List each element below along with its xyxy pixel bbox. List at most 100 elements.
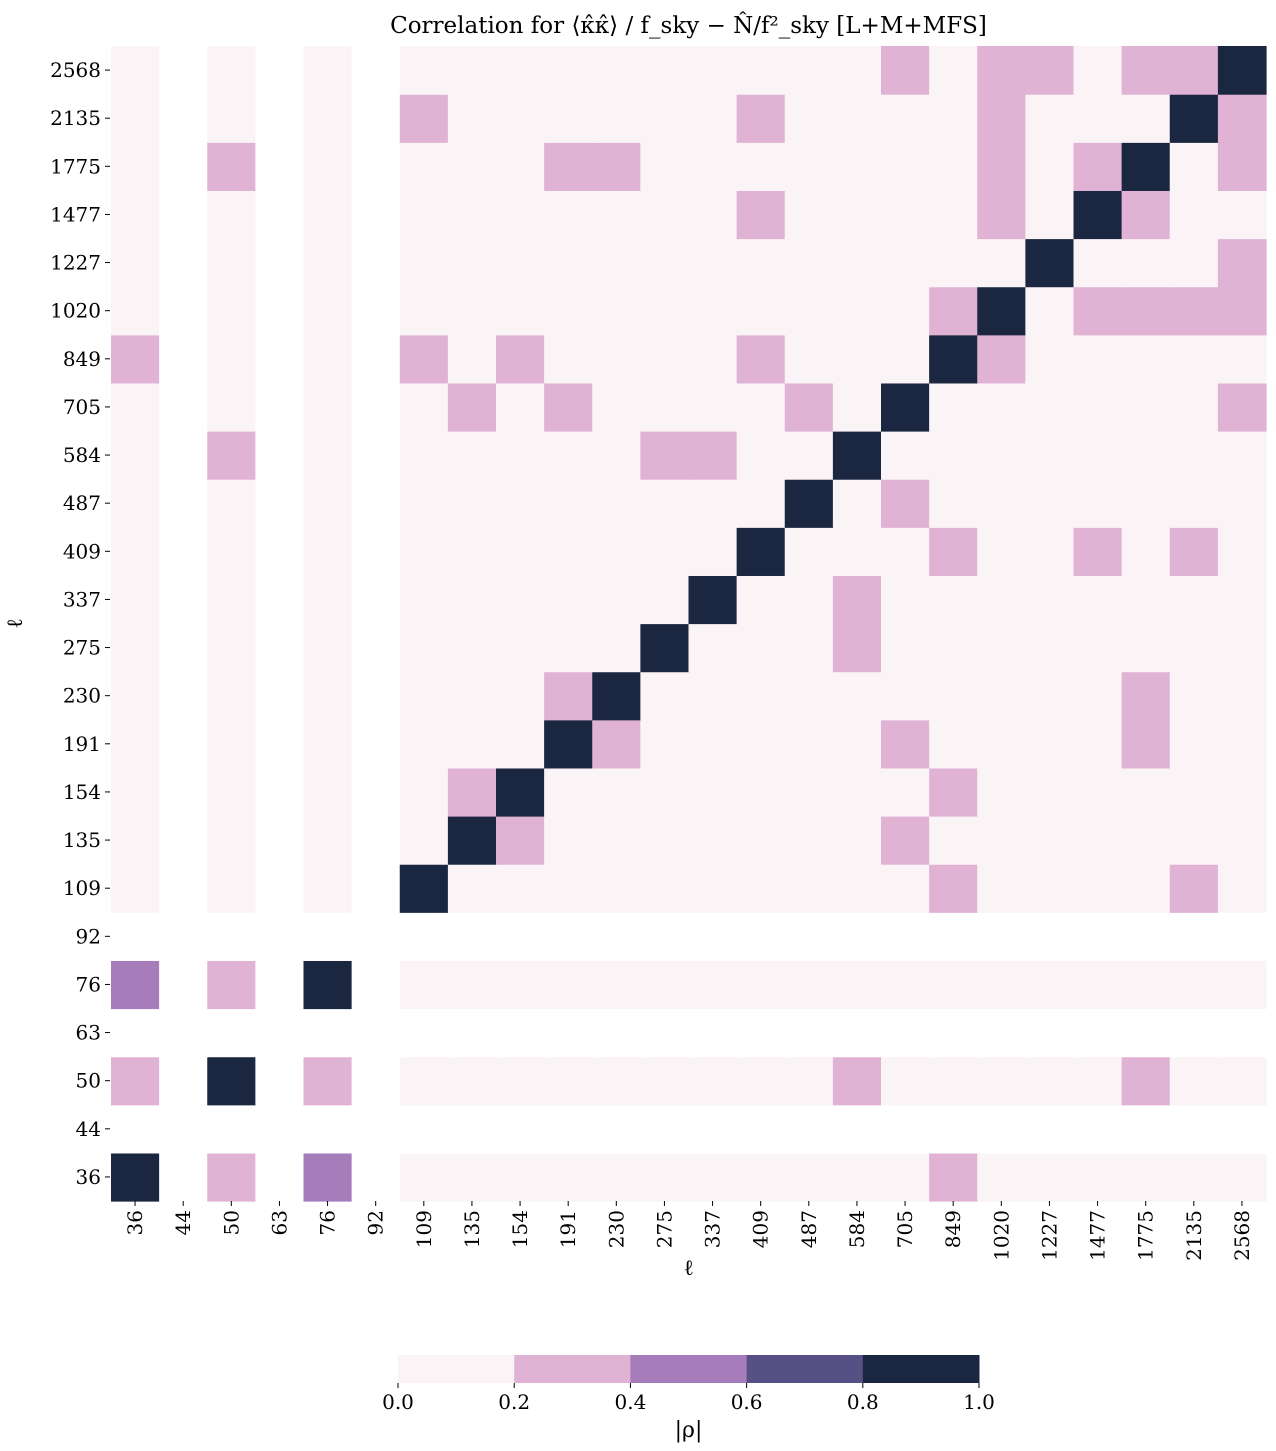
heatmap-cell bbox=[111, 286, 160, 336]
heatmap-cell bbox=[207, 816, 256, 865]
heatmap-cell bbox=[640, 94, 690, 143]
heatmap-cell bbox=[881, 1008, 930, 1058]
heatmap-cell bbox=[1025, 94, 1075, 143]
heatmap-cell bbox=[303, 864, 353, 913]
heatmap-cell bbox=[255, 46, 305, 95]
heatmap-cell bbox=[592, 1104, 641, 1154]
heatmap-cell bbox=[544, 238, 593, 288]
heatmap-cell bbox=[351, 382, 401, 432]
heatmap-cell bbox=[159, 575, 208, 625]
heatmap-cell bbox=[784, 142, 834, 191]
heatmap-cell bbox=[688, 912, 738, 961]
heatmap-cell bbox=[1217, 1152, 1267, 1202]
heatmap-cell bbox=[832, 142, 882, 191]
heatmap-cell bbox=[1025, 286, 1075, 336]
heatmap-cell bbox=[351, 623, 401, 673]
heatmap-cell bbox=[255, 142, 305, 191]
heatmap-cell bbox=[544, 960, 593, 1010]
heatmap-cell bbox=[399, 671, 449, 721]
heatmap-cell bbox=[1073, 334, 1123, 384]
colorbar-tick-label: 0.0 bbox=[382, 1390, 414, 1414]
heatmap-cell bbox=[881, 960, 930, 1010]
heatmap-cell bbox=[881, 864, 930, 913]
heatmap-cell bbox=[399, 623, 449, 673]
heatmap-cell bbox=[977, 623, 1026, 673]
heatmap-cell bbox=[1073, 46, 1123, 95]
heatmap-cell bbox=[399, 1008, 449, 1058]
heatmap-cell bbox=[640, 816, 690, 865]
heatmap-cell bbox=[159, 142, 208, 191]
heatmap-cell bbox=[496, 719, 545, 769]
heatmap-cell bbox=[784, 286, 834, 336]
heatmap-cell bbox=[1121, 816, 1171, 865]
heatmap-cell bbox=[784, 46, 834, 95]
heatmap-cell bbox=[1217, 190, 1267, 240]
heatmap-cell bbox=[303, 286, 353, 336]
heatmap-cell bbox=[1169, 1008, 1219, 1058]
heatmap-cell bbox=[640, 864, 690, 913]
heatmap-cell bbox=[255, 94, 305, 143]
heatmap-cell bbox=[688, 816, 738, 865]
heatmap-cell bbox=[640, 912, 690, 961]
heatmap-cell bbox=[832, 286, 882, 336]
heatmap-cell bbox=[207, 1104, 256, 1154]
heatmap-cell bbox=[207, 190, 256, 240]
heatmap-cell bbox=[784, 479, 834, 528]
heatmap-cell bbox=[1217, 334, 1267, 384]
heatmap-cell bbox=[447, 479, 497, 528]
heatmap-cell bbox=[496, 46, 545, 95]
heatmap-cell bbox=[592, 912, 641, 961]
heatmap-cell bbox=[351, 479, 401, 528]
heatmap-cell bbox=[1025, 190, 1075, 240]
heatmap-cell bbox=[977, 334, 1026, 384]
heatmap-cell bbox=[207, 527, 256, 576]
heatmap-cell bbox=[255, 864, 305, 913]
heatmap-cell bbox=[640, 142, 690, 191]
heatmap-cell bbox=[399, 816, 449, 865]
heatmap-cell bbox=[881, 334, 930, 384]
heatmap-cell bbox=[303, 816, 353, 865]
heatmap-cell bbox=[303, 46, 353, 95]
heatmap-cell bbox=[688, 623, 738, 673]
colorbar-tick-label: 0.6 bbox=[731, 1390, 763, 1414]
heatmap-cell bbox=[1121, 142, 1171, 191]
x-tick-label: 2135 bbox=[1182, 1210, 1206, 1261]
colorbar-segment bbox=[746, 1355, 864, 1383]
heatmap-cell bbox=[255, 1104, 305, 1154]
heatmap-cell bbox=[1073, 719, 1123, 769]
heatmap-cell bbox=[1217, 816, 1267, 865]
heatmap-cell bbox=[399, 767, 449, 817]
heatmap-cell bbox=[688, 1056, 738, 1106]
heatmap-cell bbox=[1121, 1008, 1171, 1058]
heatmap-cell bbox=[929, 575, 978, 625]
heatmap-cell bbox=[111, 190, 160, 240]
heatmap-cell bbox=[399, 1056, 449, 1106]
heatmap-cell bbox=[111, 816, 160, 865]
heatmap-cell bbox=[1073, 816, 1123, 865]
heatmap-cell bbox=[1169, 864, 1219, 913]
heatmap-cell bbox=[399, 334, 449, 384]
heatmap-cell bbox=[207, 479, 256, 528]
heatmap-cell bbox=[399, 1104, 449, 1154]
heatmap-cell bbox=[736, 671, 786, 721]
heatmap-cell bbox=[207, 1152, 256, 1202]
x-tick-label: 109 bbox=[412, 1210, 436, 1248]
heatmap-cell bbox=[496, 94, 545, 143]
heatmap-cell bbox=[447, 46, 497, 95]
heatmap-cell bbox=[688, 1152, 738, 1202]
y-tick-label: 63 bbox=[76, 1021, 101, 1045]
y-tick-label: 50 bbox=[76, 1069, 101, 1093]
heatmap-cell bbox=[1217, 142, 1267, 191]
heatmap-cell bbox=[1121, 479, 1171, 528]
heatmap-cell bbox=[640, 238, 690, 288]
heatmap-cell bbox=[640, 1008, 690, 1058]
x-tick-label: 337 bbox=[701, 1210, 725, 1248]
heatmap-cell bbox=[1025, 1104, 1075, 1154]
heatmap-cell bbox=[832, 671, 882, 721]
heatmap-cell bbox=[447, 864, 497, 913]
heatmap-cell bbox=[1025, 431, 1075, 480]
heatmap-cell bbox=[592, 767, 641, 817]
heatmap-cell bbox=[544, 527, 593, 576]
heatmap-cell bbox=[977, 382, 1026, 432]
heatmap-cell bbox=[1217, 575, 1267, 625]
